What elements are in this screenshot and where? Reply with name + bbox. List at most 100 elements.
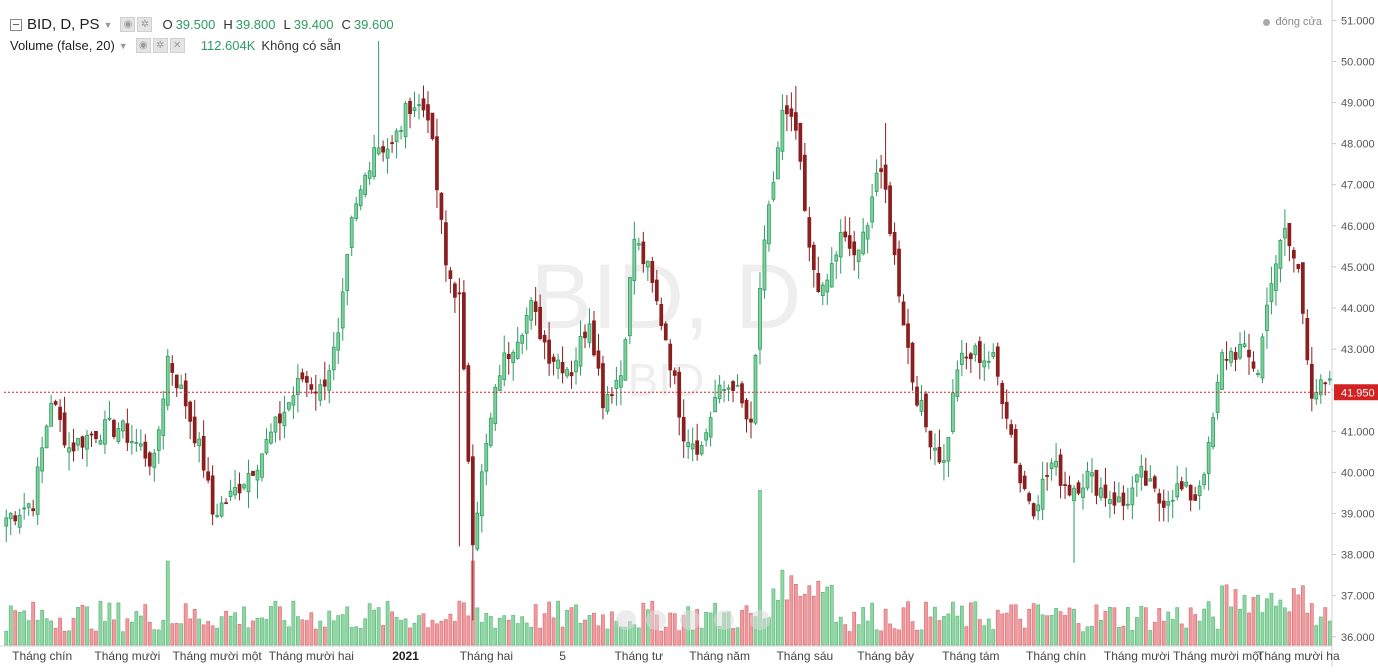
candle: [228, 479, 233, 502]
volume-bar: [1278, 599, 1283, 646]
candle-body: [995, 346, 1000, 377]
reset-zoom-button[interactable]: [680, 610, 700, 630]
candle: [789, 92, 794, 132]
candle: [282, 395, 287, 439]
volume-bar: [394, 616, 399, 646]
volume-bar: [448, 613, 453, 646]
volume-bar: [49, 620, 53, 646]
candle-body: [1143, 470, 1148, 486]
candle: [883, 123, 888, 204]
candle: [610, 387, 614, 404]
candle-body: [1238, 343, 1242, 359]
volume-bar: [430, 619, 435, 646]
collapse-icon[interactable]: [10, 18, 22, 31]
candle: [183, 373, 188, 419]
step-forward-button[interactable]: [714, 610, 734, 630]
rewind-button[interactable]: [616, 610, 636, 630]
volume-bar: [1305, 612, 1310, 646]
candle: [1004, 389, 1009, 430]
volume-bar: [340, 614, 345, 646]
last-price-badge-bg: [1334, 384, 1378, 401]
candle: [1238, 332, 1242, 361]
volume-bar: [524, 622, 529, 646]
playback-controls[interactable]: [616, 610, 770, 630]
volume-bar: [968, 602, 973, 646]
candle-body: [879, 168, 883, 172]
candle: [865, 222, 870, 254]
volume-bar: [1296, 594, 1301, 646]
price-axis[interactable]: 51.000 50.000 49.000 48.000 47.000 46.000 45.0…: [1331, 0, 1378, 667]
volume-bar: [1251, 597, 1256, 646]
candle-body: [1269, 283, 1274, 302]
candle-body: [421, 98, 426, 111]
volume-bar: [829, 584, 834, 646]
candle: [838, 219, 843, 274]
candle: [569, 360, 574, 389]
candle: [367, 161, 372, 185]
candle: [901, 294, 906, 326]
visibility-icon[interactable]: ◉: [135, 38, 151, 53]
step-back-button[interactable]: [646, 610, 666, 630]
volume-bar: [304, 620, 309, 646]
candle-body: [1013, 429, 1018, 464]
gear-icon[interactable]: ✲: [137, 17, 153, 32]
close-series-legend[interactable]: đóng cửa: [1263, 16, 1322, 28]
candle: [834, 251, 839, 280]
time-tick-label: Tháng mười một: [172, 649, 262, 663]
volume-bar: [1090, 626, 1094, 646]
price-tick-label: 43.000: [1341, 344, 1375, 356]
candle-body: [502, 352, 507, 381]
candle-body: [776, 147, 780, 180]
candle: [1318, 374, 1323, 404]
volume-bar: [1184, 627, 1189, 646]
candle: [67, 432, 71, 471]
volume-bar: [520, 616, 525, 646]
volume-bar: [147, 621, 152, 646]
candle: [870, 184, 874, 229]
candle: [1175, 465, 1180, 501]
candle-body: [874, 172, 879, 192]
close-icon[interactable]: ✕: [169, 38, 185, 53]
candle-body: [1139, 465, 1144, 478]
candle: [1327, 370, 1332, 385]
candle: [645, 260, 650, 282]
visibility-icon[interactable]: ◉: [120, 17, 136, 32]
fast-forward-button[interactable]: [750, 610, 770, 630]
candle: [1265, 287, 1269, 349]
volume-bar: [372, 609, 377, 646]
candle: [1036, 495, 1040, 521]
volume-bar: [1318, 616, 1323, 646]
candle-body: [1242, 343, 1247, 347]
volume-bar: [309, 612, 314, 646]
volume-bar: [327, 610, 332, 646]
gear-icon[interactable]: ✲: [152, 38, 168, 53]
price-tick-label: 38.000: [1341, 550, 1375, 562]
chevron-down-icon[interactable]: ▼: [103, 19, 113, 30]
time-axis[interactable]: Tháng chín Tháng mười Tháng mười một Tháng …: [0, 645, 1340, 663]
volume-bar: [798, 596, 803, 646]
candle-body: [76, 437, 80, 446]
volume-bar: [287, 626, 291, 646]
candle: [322, 361, 327, 401]
candle-body: [1300, 262, 1305, 314]
volume-bar: [255, 617, 260, 646]
candle-body: [1152, 476, 1157, 489]
volume-bar: [1072, 608, 1076, 646]
candle: [686, 429, 691, 460]
volume-bar: [282, 620, 287, 646]
candle: [578, 320, 583, 376]
candle: [188, 400, 193, 440]
candle-body: [62, 412, 67, 446]
candle-body: [883, 164, 888, 190]
candle: [246, 459, 251, 508]
volume-bar: [874, 629, 879, 646]
candle-body: [681, 417, 686, 442]
volume-bar: [574, 604, 578, 646]
candle: [1031, 502, 1036, 520]
volume-bar: [780, 569, 785, 646]
chevron-down-icon[interactable]: ▼: [118, 40, 128, 51]
candle-body: [457, 292, 462, 295]
volume-bar: [870, 602, 875, 646]
